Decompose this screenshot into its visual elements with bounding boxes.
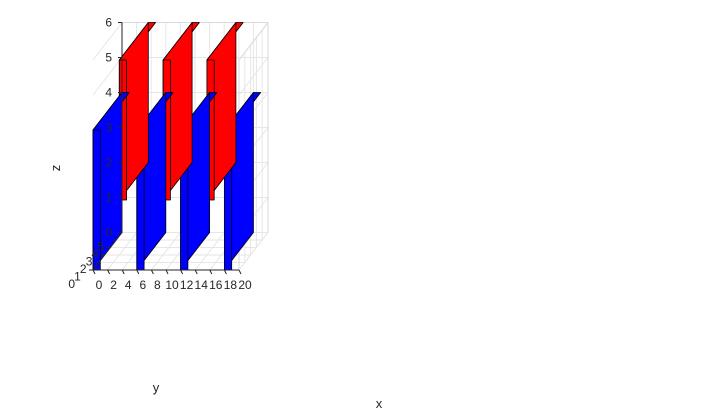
y-tick-label: 0 bbox=[68, 277, 75, 291]
x-tick bbox=[194, 269, 198, 275]
x-tick-label: 10 bbox=[165, 278, 179, 292]
x-tick bbox=[136, 269, 140, 275]
z-tick-label: 4 bbox=[105, 86, 112, 100]
z-tick-label: 3 bbox=[105, 121, 112, 135]
y-axis-line bbox=[92, 232, 123, 271]
grid-line bbox=[238, 232, 269, 271]
x-tick bbox=[238, 269, 242, 275]
y-tick-label: 4 bbox=[92, 247, 99, 261]
x-tick-label: 6 bbox=[139, 278, 146, 292]
x-tick-label: 12 bbox=[180, 278, 194, 292]
z-tick-label: 5 bbox=[105, 51, 112, 65]
grid-line bbox=[238, 57, 269, 96]
bar-blue bbox=[92, 92, 130, 271]
z-tick-label: 6 bbox=[105, 16, 112, 30]
x-tick-label: 4 bbox=[125, 278, 132, 292]
x-tick-label: 14 bbox=[195, 278, 209, 292]
x-tick-label: 20 bbox=[238, 278, 252, 292]
x-tick bbox=[223, 269, 227, 275]
grid-line bbox=[92, 57, 123, 96]
y-tick-label: 5 bbox=[97, 240, 104, 254]
x-tick bbox=[92, 269, 96, 275]
grid-line bbox=[107, 232, 137, 271]
y-tick-label: 3 bbox=[86, 255, 93, 269]
x-tick-label: 18 bbox=[224, 278, 238, 292]
x-tick-label: 16 bbox=[209, 278, 223, 292]
y-tick-label: 1 bbox=[74, 270, 81, 284]
x-tick bbox=[107, 269, 111, 275]
bars-layer bbox=[92, 22, 262, 271]
x-tick-label: 0 bbox=[96, 278, 103, 292]
x-tick-label: 8 bbox=[154, 278, 161, 292]
grid-line bbox=[151, 232, 181, 271]
x-tick-label: 2 bbox=[110, 278, 117, 292]
z-axis-label: z bbox=[48, 165, 63, 172]
grid-line bbox=[194, 232, 225, 271]
z-tick-label: 2 bbox=[105, 156, 112, 170]
grid-line bbox=[92, 22, 123, 61]
y-axis-label: y bbox=[153, 380, 160, 395]
z-tick-label: 0 bbox=[105, 226, 112, 240]
x-tick bbox=[121, 269, 125, 275]
z-tick-label: 1 bbox=[105, 191, 112, 205]
box-edge bbox=[238, 22, 269, 61]
x-tick bbox=[150, 269, 154, 275]
x-axis-label: x bbox=[376, 396, 383, 411]
x-tick bbox=[209, 269, 213, 275]
x-tick bbox=[165, 269, 169, 275]
x-tick bbox=[180, 269, 184, 275]
y-tick-label: 2 bbox=[80, 262, 87, 276]
